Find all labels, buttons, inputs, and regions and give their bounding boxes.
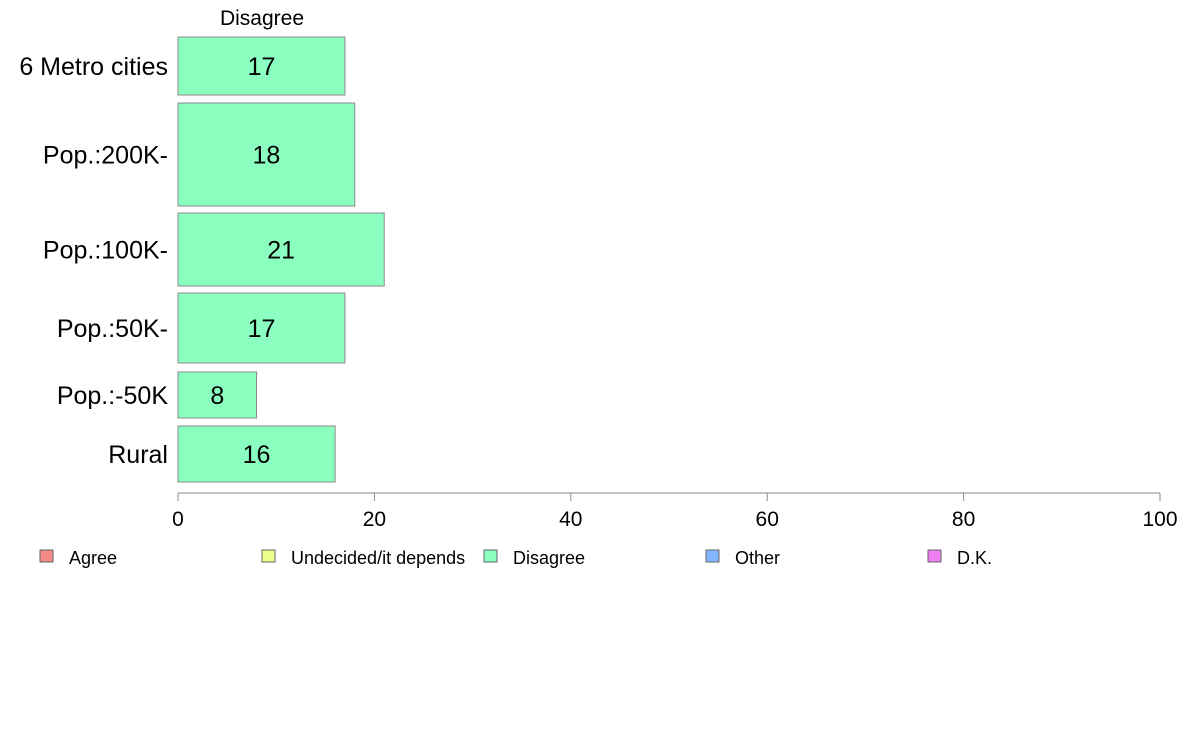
legend-label: Other bbox=[735, 548, 780, 568]
bar bbox=[177, 36, 346, 96]
bar-value-label: 17 bbox=[248, 315, 276, 343]
bar bbox=[177, 425, 336, 483]
legend-label: Undecided/it depends bbox=[291, 548, 465, 568]
bar-value-label: 17 bbox=[248, 53, 276, 81]
bar-value-label: 8 bbox=[210, 382, 224, 410]
legend-label: Disagree bbox=[513, 548, 585, 568]
category-label: Pop.:200K- bbox=[43, 142, 168, 170]
legend-label: Agree bbox=[69, 548, 117, 568]
x-tick-label: 0 bbox=[172, 508, 184, 531]
legend: Agree Undecided/it depends Disagree Other D.… bbox=[39, 548, 992, 568]
legend-swatch bbox=[705, 549, 720, 563]
category-label: Pop.:100K- bbox=[43, 237, 168, 265]
legend-swatch bbox=[483, 549, 498, 563]
x-tick-label: 40 bbox=[559, 508, 582, 531]
bar bbox=[177, 102, 356, 207]
bar-value-label: 16 bbox=[243, 441, 271, 469]
x-tick-label: 80 bbox=[952, 508, 975, 531]
x-tick-label: 60 bbox=[756, 508, 779, 531]
x-axis: 0 20 40 60 80 100 bbox=[172, 492, 1178, 531]
bars-layer: 6 Metro cities 17 Pop.:200K- 18 Pop.:100K- 21… bbox=[19, 36, 385, 483]
x-tick-label: 100 bbox=[1142, 508, 1177, 531]
bar bbox=[177, 371, 258, 419]
category-label: Pop.:-50K bbox=[57, 382, 169, 410]
category-label: Pop.:50K- bbox=[57, 315, 168, 343]
bar-value-label: 18 bbox=[252, 142, 280, 170]
category-label: 6 Metro cities bbox=[19, 53, 168, 81]
bar bbox=[177, 212, 385, 287]
legend-label: D.K. bbox=[957, 548, 992, 568]
legend-swatch bbox=[39, 549, 54, 563]
bar bbox=[177, 292, 346, 364]
chart-title: Disagree bbox=[220, 7, 304, 30]
legend-swatch bbox=[261, 549, 276, 563]
x-tick-label: 20 bbox=[363, 508, 386, 531]
category-label: Rural bbox=[108, 441, 168, 469]
bar-value-label: 21 bbox=[267, 237, 295, 265]
legend-swatch bbox=[927, 549, 942, 563]
